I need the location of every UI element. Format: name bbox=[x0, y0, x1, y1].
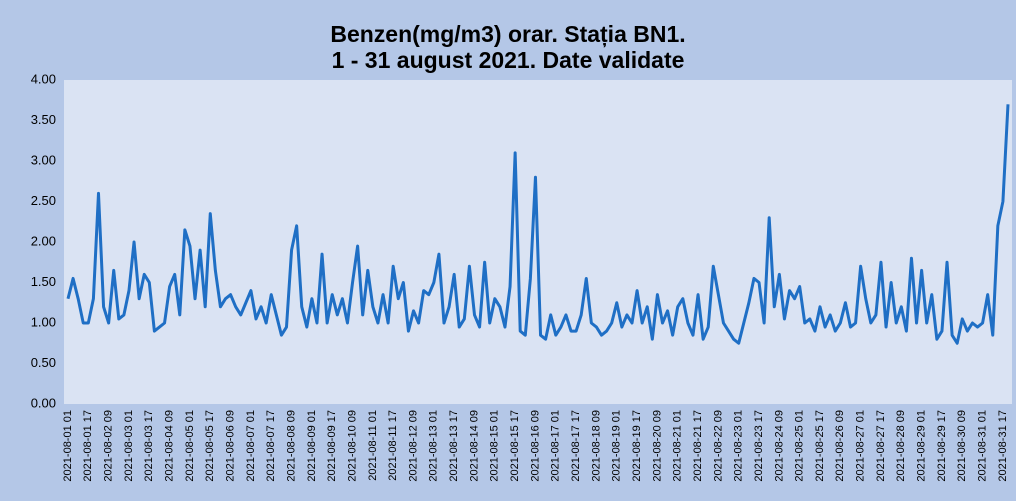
x-tick-label: 2021-08-29 01 bbox=[916, 410, 928, 482]
y-tick-label: 0.00 bbox=[31, 395, 56, 410]
x-tick-label: 2021-08-21 17 bbox=[692, 410, 704, 482]
x-tick-label: 2021-08-17 17 bbox=[570, 410, 582, 482]
x-tick-label: 2021-08-19 17 bbox=[631, 410, 643, 482]
x-tick-label: 2021-08-05 01 bbox=[184, 410, 196, 482]
x-tick-label: 2021-08-09 01 bbox=[306, 410, 318, 482]
x-tick-label: 2021-08-08 09 bbox=[285, 410, 297, 482]
x-tick-label: 2021-08-23 01 bbox=[733, 410, 745, 482]
x-tick-label: 2021-08-13 01 bbox=[428, 410, 440, 482]
x-tick-label: 2021-08-21 01 bbox=[672, 410, 684, 482]
chart-title: Benzen(mg/m3) orar. Stația BN1. bbox=[330, 21, 685, 48]
x-tick-label: 2021-08-26 09 bbox=[834, 410, 846, 482]
x-tick-label: 2021-08-29 17 bbox=[936, 410, 948, 482]
x-tick-label: 2021-08-01 17 bbox=[82, 410, 94, 482]
y-tick-label: 2.00 bbox=[31, 233, 56, 248]
x-tick-label: 2021-08-13 17 bbox=[448, 410, 460, 482]
x-tick-label: 2021-08-16 09 bbox=[529, 410, 541, 482]
x-tick-label: 2021-08-31 01 bbox=[977, 410, 989, 482]
chart-subtitle: 1 - 31 august 2021. Date validate bbox=[332, 47, 685, 73]
x-tick-label: 2021-08-06 09 bbox=[225, 410, 237, 482]
x-tick-label: 2021-08-14 09 bbox=[468, 410, 480, 482]
x-tick-label: 2021-08-18 09 bbox=[590, 410, 602, 482]
x-tick-label: 2021-08-09 17 bbox=[326, 410, 338, 482]
y-tick-label: 3.50 bbox=[31, 112, 56, 127]
x-tick-label: 2021-08-05 17 bbox=[204, 410, 216, 482]
x-tick-label: 2021-08-10 09 bbox=[346, 410, 358, 482]
x-tick-label: 2021-08-22 09 bbox=[712, 410, 724, 482]
x-tick-label: 2021-08-11 17 bbox=[387, 410, 399, 481]
x-tick-label: 2021-08-25 01 bbox=[794, 410, 806, 482]
x-tick-label: 2021-08-23 17 bbox=[753, 410, 765, 482]
x-tick-label: 2021-08-12 09 bbox=[407, 410, 419, 482]
x-tick-label: 2021-08-15 01 bbox=[489, 410, 501, 482]
data-line bbox=[66, 104, 1010, 345]
x-tick-label: 2021-08-27 01 bbox=[855, 410, 867, 482]
x-tick-label: 2021-08-28 09 bbox=[895, 410, 907, 482]
x-tick-label: 2021-08-11 01 bbox=[367, 410, 379, 481]
y-tick-label: 0.50 bbox=[31, 355, 56, 370]
x-tick-label: 2021-08-04 09 bbox=[164, 410, 176, 482]
x-tick-label: 2021-08-03 01 bbox=[123, 410, 135, 482]
x-tick-label: 2021-08-24 09 bbox=[773, 410, 785, 482]
x-tick-label: 2021-08-01 01 bbox=[62, 410, 74, 482]
x-tick-label: 2021-08-27 17 bbox=[875, 410, 887, 482]
x-tick-label: 2021-08-30 09 bbox=[956, 410, 968, 482]
y-tick-label: 4.00 bbox=[31, 71, 56, 86]
x-tick-label: 2021-08-19 01 bbox=[611, 410, 623, 482]
y-tick-label: 3.00 bbox=[31, 152, 56, 167]
x-tick-label: 2021-08-15 17 bbox=[509, 410, 521, 482]
x-tick-label: 2021-08-17 01 bbox=[550, 410, 562, 482]
x-tick-label: 2021-08-03 17 bbox=[143, 410, 155, 482]
x-tick-label: 2021-08-07 17 bbox=[265, 410, 277, 482]
x-tick-label: 2021-08-20 09 bbox=[651, 410, 663, 482]
y-tick-label: 2.50 bbox=[31, 193, 56, 208]
y-tick-label: 1.00 bbox=[31, 314, 56, 329]
y-tick-label: 1.50 bbox=[31, 274, 56, 289]
x-tick-label: 2021-08-25 17 bbox=[814, 410, 826, 482]
x-tick-label: 2021-08-02 09 bbox=[103, 410, 115, 482]
x-tick-label: 2021-08-07 01 bbox=[245, 410, 257, 482]
x-tick-label: 2021-08-31 17 bbox=[997, 410, 1009, 482]
